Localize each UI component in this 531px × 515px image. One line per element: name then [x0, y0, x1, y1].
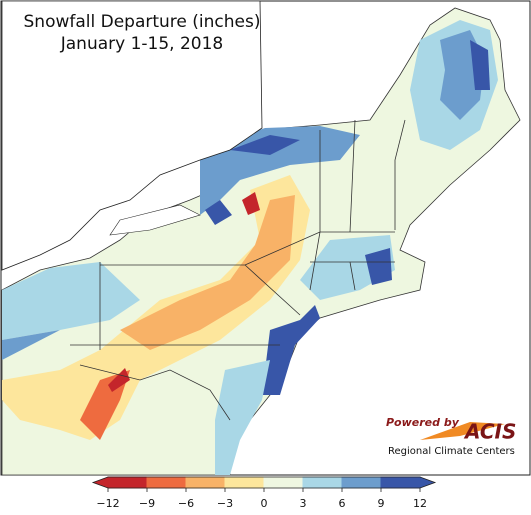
deficit-area [242, 192, 260, 215]
colorbar-tick-label: 0 [261, 497, 268, 510]
snow-area [205, 200, 232, 225]
colorbar-tick-label: −9 [139, 497, 155, 510]
outside-area [1, 0, 263, 271]
map-subtitle: January 1-15, 2018 [60, 34, 224, 54]
logo-name: ACIS [463, 420, 516, 444]
colorbar-tick-label: −12 [96, 497, 119, 510]
snow-area [365, 248, 392, 285]
logo-swoosh [420, 422, 505, 440]
snow-area [262, 305, 320, 395]
colorbar-segment [380, 476, 421, 489]
deficit-area [2, 175, 310, 440]
colorbar-arrow-low [93, 477, 108, 488]
colorbar-segment [302, 476, 343, 489]
deficit-area [120, 195, 295, 350]
colorbar-segment [263, 476, 304, 489]
deficit-area [108, 368, 130, 392]
colorbar-tick-label: 12 [413, 497, 427, 510]
snow-area [300, 235, 395, 300]
snow-area [230, 135, 300, 155]
snow-area [215, 360, 270, 475]
snow-area [2, 262, 140, 340]
logo-powered-by: Powered by [386, 416, 460, 429]
colorbar: −12 −9 −6 −3 0 3 6 9 12 [91, 476, 437, 510]
colorbar-arrow-high [420, 477, 435, 488]
colorbar-segment [107, 476, 148, 489]
state-boundaries [70, 119, 406, 421]
map-title: Snowfall Departure (inches) [24, 12, 261, 32]
colorbar-tick-label: −6 [178, 497, 194, 510]
colorbar-segment [146, 476, 187, 489]
colorbar-tick-label: 9 [378, 497, 385, 510]
lake [109, 204, 201, 236]
logo-subtitle: Regional Climate Centers [388, 446, 515, 457]
logo: Powered by ACIS Regional Climate Centers [386, 416, 516, 457]
colorbar-segment [224, 476, 265, 489]
snow-area [470, 40, 490, 90]
colorbar-tick-label: −3 [217, 497, 233, 510]
colorbar-tick-label: 6 [339, 497, 346, 510]
colorbar-segment [341, 476, 382, 489]
colorbar-segment [185, 476, 226, 489]
colorbar-tick-label: 3 [300, 497, 307, 510]
snow-area [2, 330, 60, 360]
